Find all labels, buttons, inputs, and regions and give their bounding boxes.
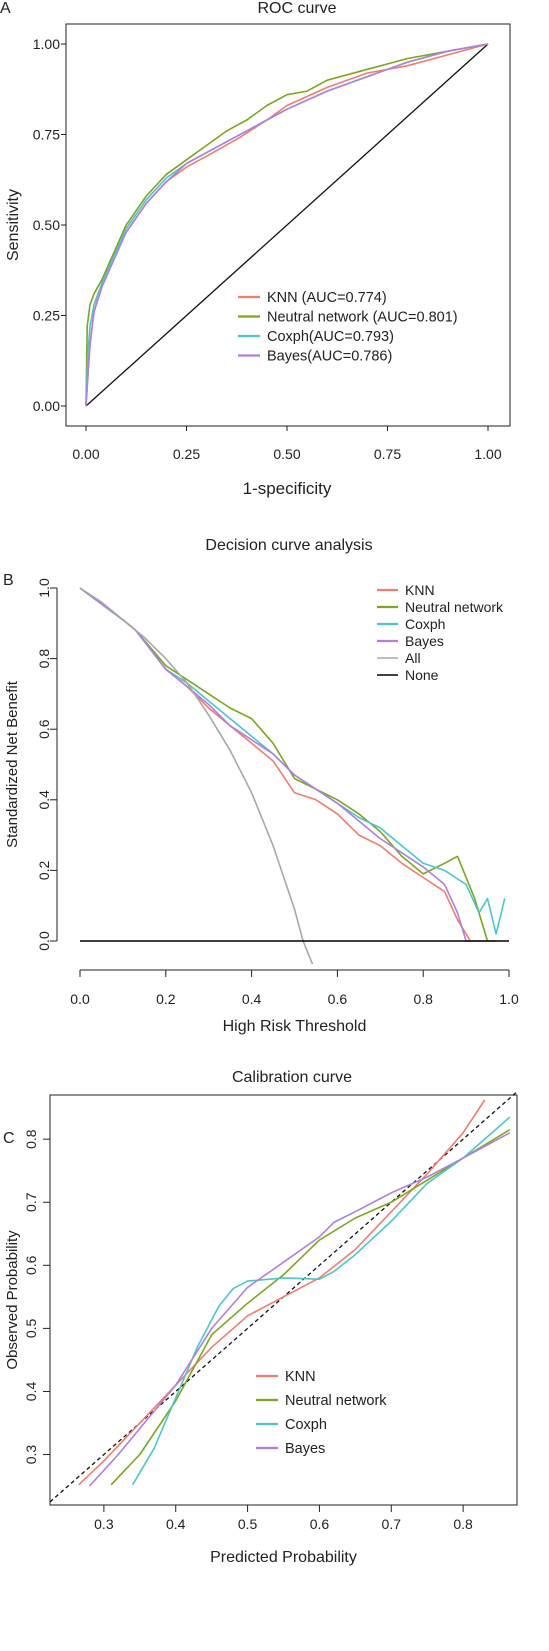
panel-a-roc-curve: A 0.00 0.25 0.50 0.75 1.00 0.00 0.25 0.50 0.75 1.… [0,0,511,498]
panel-c-calibration-curve: C 0.3 0.4 0.5 0.6 0.7 0.8 0.3 0.4 0.5 0.6 0.7 0.8 Ca… [3,1069,518,1566]
legend-label: Bayes(AUC=0.786) [267,349,392,365]
panel-b-decision-curve: B 0.0 0.2 0.4 0.6 0.8 1.0 0.0 0.2 0.4 0.6 0.8 1.0 De… [3,537,519,1035]
series-line-bayes [88,1132,511,1487]
x-tick-label: 0.4 [242,991,262,1007]
x-tick-label: 0.0 [70,991,90,1007]
legend-label: Neutral network [405,599,504,615]
series-line-knn [78,1099,486,1486]
x-tick-label: 0.25 [173,446,200,462]
y-tick-label: 0.8 [23,1129,39,1149]
series-line-neutral-network [85,43,489,407]
x-tick-label: 0.7 [382,1516,402,1532]
y-tick-label: 0.50 [33,217,60,233]
panel-letter: A [0,0,11,17]
legend-label: All [405,650,421,666]
y-tick-label: 0.25 [33,308,60,324]
x-tick-label: 0.5 [238,1516,258,1532]
x-tick-label: 0.6 [328,991,348,1007]
x-tick-label: 0.50 [273,446,300,462]
x-tick-label: 1.0 [499,991,519,1007]
x-tick-label: 0.75 [374,446,401,462]
y-tick-label: 1.00 [33,36,60,52]
x-axis-label: Predicted Probability [210,1549,357,1566]
legend-label: Neutral network (AUC=0.801) [267,310,458,326]
panel-letter: B [3,572,14,589]
legend-label: KNN [285,1369,316,1385]
y-axis-label: Standardized Net Benefit [4,680,21,848]
x-tick-label: 1.00 [474,446,501,462]
chart-title: Calibration curve [232,1069,352,1086]
y-tick-label: 0.6 [36,719,52,739]
legend-label: KNN [405,582,435,598]
y-tick-label: 0.7 [23,1192,39,1212]
y-axis-label: Sensitivity [5,189,22,261]
x-axis-label: 1-specificity [243,479,332,498]
y-tick-label: 1.0 [36,578,52,598]
x-tick-label: 0.8 [453,1516,473,1532]
y-tick-label: 0.6 [23,1255,39,1275]
legend: KNN (AUC=0.774) Neutral network (AUC=0.80… [238,290,458,365]
legend-label: Coxph [285,1417,327,1433]
y-tick-label: 0.4 [23,1382,39,1402]
x-tick-label: 0.4 [166,1516,186,1532]
y-tick-label: 0.0 [36,931,52,951]
y-tick-label: 0.3 [23,1445,39,1465]
series-line-bayes [85,43,489,407]
legend-label: Coxph(AUC=0.793) [267,329,394,345]
legend-label: Coxph [405,616,445,632]
y-tick-label: 0.2 [36,860,52,880]
series-line-neutral-network [79,587,489,942]
x-tick-label: 0.3 [94,1516,114,1532]
series-line-coxph [131,1116,511,1486]
y-tick-label: 0.8 [36,649,52,669]
y-axis-label: Observed Probability [4,1230,21,1370]
panel-letter: C [3,1130,15,1147]
chart-title: Decision curve analysis [205,537,372,554]
plot-frame [49,1094,518,1506]
y-tick-label: 0.75 [33,127,60,143]
y-tick-label: 0.00 [33,398,60,414]
legend-label: Bayes [405,633,444,649]
series-line-all [79,587,314,964]
legend: KNN Neutral network Coxph Bayes [256,1369,387,1457]
x-tick-label: 0.2 [156,991,176,1007]
legend-label: Bayes [285,1441,325,1457]
x-tick-label: 0.8 [413,991,433,1007]
legend-label: KNN (AUC=0.774) [267,290,387,306]
x-axis-label: High Risk Threshold [223,1018,367,1035]
y-tick-label: 0.5 [23,1318,39,1338]
y-tick-label: 0.4 [36,790,52,810]
legend-label: Neutral network [285,1393,387,1409]
plot-area [79,587,509,964]
legend-label: None [405,667,439,683]
reference-line [85,43,489,407]
x-tick-label: 0.6 [310,1516,330,1532]
x-tick-label: 0.00 [72,446,99,462]
chart-title: ROC curve [257,0,336,17]
